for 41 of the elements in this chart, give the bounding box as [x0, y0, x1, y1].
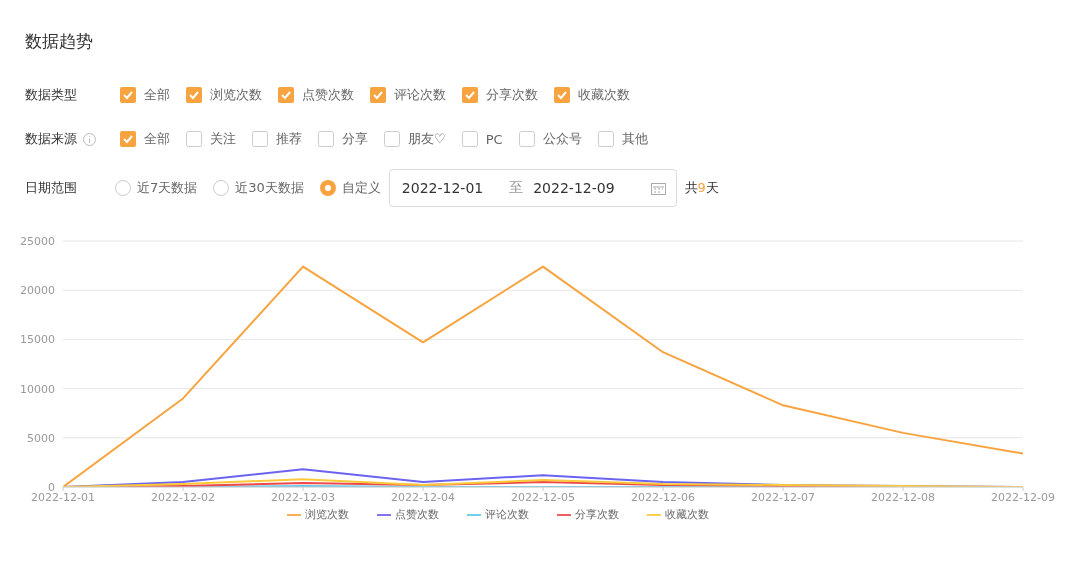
date-range-field: 2022-12-01 至 2022-12-09 — [388, 169, 677, 207]
x-tick-label: 2022-12-04 — [391, 490, 455, 504]
text: 收藏次数 — [578, 86, 630, 104]
text: 分享次数 — [486, 86, 538, 104]
y-tick-label: 10000 — [20, 382, 55, 396]
chart-title: 数据趋势 — [25, 30, 93, 53]
text: 数据来源 — [25, 130, 78, 148]
y-tick-label: 25000 — [20, 234, 55, 248]
text: 共9天 — [684, 180, 719, 195]
legend-label: 分享次数 — [574, 508, 619, 521]
x-tick-label: 2022-12-07 — [751, 490, 815, 504]
text: PC — [485, 131, 503, 147]
x-tick-label: 2022-12-02 — [151, 490, 215, 504]
text: 近7天数据 — [137, 179, 198, 197]
text: 关注 — [210, 130, 236, 148]
text: 全部 — [144, 86, 170, 104]
legend-label: 浏览次数 — [304, 508, 349, 521]
text: 朋友♡ — [408, 130, 446, 148]
y-tick-label: 20000 — [20, 284, 55, 298]
legend-label: 评论次数 — [484, 508, 529, 521]
legend-label: 收藏次数 — [664, 508, 709, 521]
x-tick-label: 2022-12-06 — [631, 490, 695, 504]
text: 公众号 — [542, 130, 582, 148]
legend-label: 点赞次数 — [394, 508, 439, 521]
text: 自定义 — [341, 179, 381, 197]
x-tick-label: 2022-12-03 — [271, 490, 335, 504]
text: 分享 — [342, 130, 368, 148]
text: 近30天数据 — [235, 179, 304, 197]
text: 全部 — [144, 130, 170, 148]
x-tick-label: 2022-12-05 — [511, 490, 575, 504]
x-tick-label: 2022-12-08 — [871, 490, 935, 504]
text: 浏览次数 — [210, 86, 262, 104]
text: 数据类型 — [25, 86, 78, 104]
y-tick-label: 5000 — [27, 431, 55, 445]
text: 日期范围 — [25, 179, 78, 197]
text: 推荐 — [276, 130, 302, 148]
text: 点赞次数 — [302, 86, 354, 104]
text: 评论次数 — [394, 86, 446, 104]
y-tick-label: 15000 — [20, 333, 55, 347]
x-tick-label: 2022-12-09 — [991, 490, 1055, 504]
text: 其他 — [621, 130, 648, 148]
